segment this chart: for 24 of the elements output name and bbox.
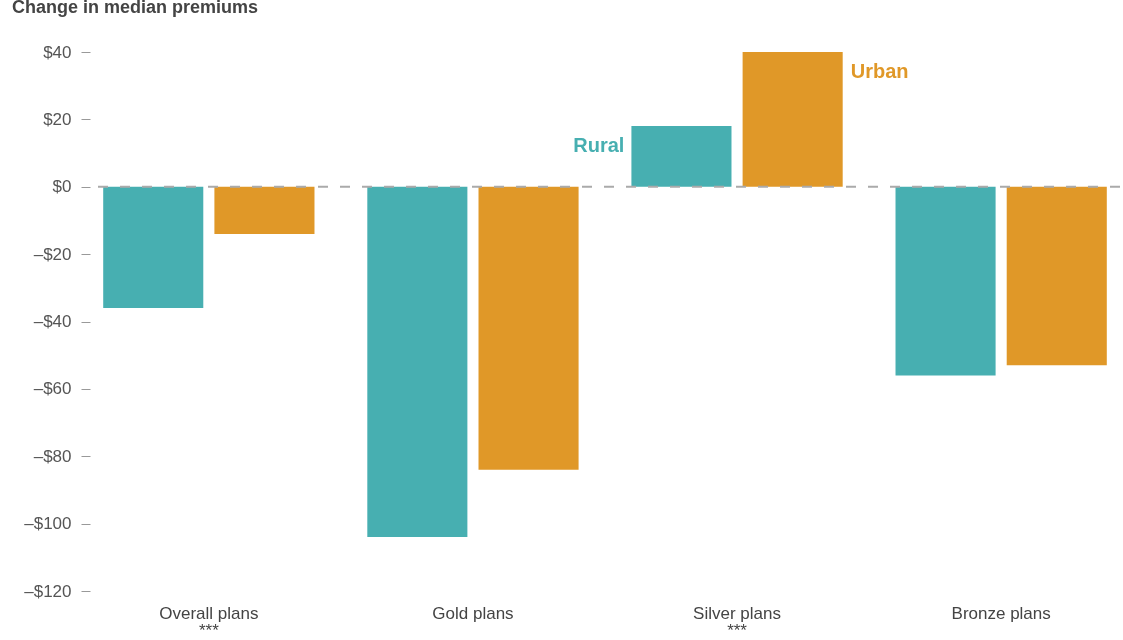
y-tick-label: $40 (43, 42, 72, 62)
series-label: Urban (850, 60, 909, 82)
chart-title: Change in median premiums (12, 0, 259, 17)
x-tick-label: Bronze plans (951, 603, 1051, 623)
y-tick-label: –$120 (24, 581, 72, 601)
y-tick-label: –$80 (33, 446, 72, 466)
bar (1006, 186, 1107, 366)
x-tick-label: Overall plans *** (159, 603, 259, 640)
y-tick-label: $20 (43, 109, 72, 129)
y-tick-label: –$20 (33, 244, 72, 264)
bar (478, 186, 579, 470)
y-tick-label: –$40 (33, 312, 72, 331)
y-tick-label: –$100 (24, 514, 72, 534)
bar (103, 186, 204, 309)
x-tick-label: Gold plans (432, 603, 514, 623)
bar (631, 126, 732, 187)
bar (214, 186, 315, 234)
y-tick-label: $0 (52, 177, 72, 197)
bar (367, 186, 468, 538)
bar (895, 186, 996, 376)
series-label: Rural (573, 134, 625, 157)
bar (742, 52, 843, 187)
y-tick-label: –$60 (33, 379, 72, 399)
x-tick-label: Silver plans *** (693, 603, 781, 640)
